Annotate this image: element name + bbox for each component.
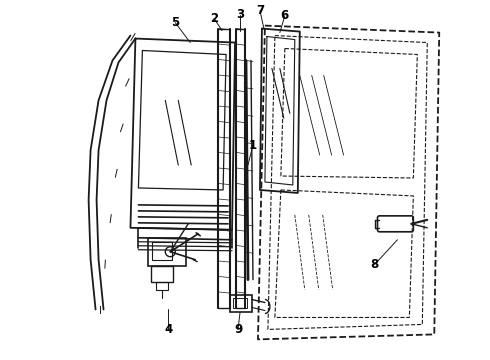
Text: 1: 1 <box>249 139 257 152</box>
Text: 8: 8 <box>370 258 379 271</box>
Bar <box>230 294 252 312</box>
Text: 7: 7 <box>256 4 264 17</box>
Text: 4: 4 <box>164 323 172 336</box>
Bar <box>151 266 173 282</box>
Bar <box>148 238 186 266</box>
Bar <box>156 282 168 289</box>
Text: 5: 5 <box>171 16 179 29</box>
Bar <box>233 298 247 307</box>
Text: 6: 6 <box>281 9 289 22</box>
Text: 2: 2 <box>210 12 218 25</box>
Bar <box>152 242 172 260</box>
Text: 9: 9 <box>234 323 242 336</box>
Text: 3: 3 <box>236 8 244 21</box>
